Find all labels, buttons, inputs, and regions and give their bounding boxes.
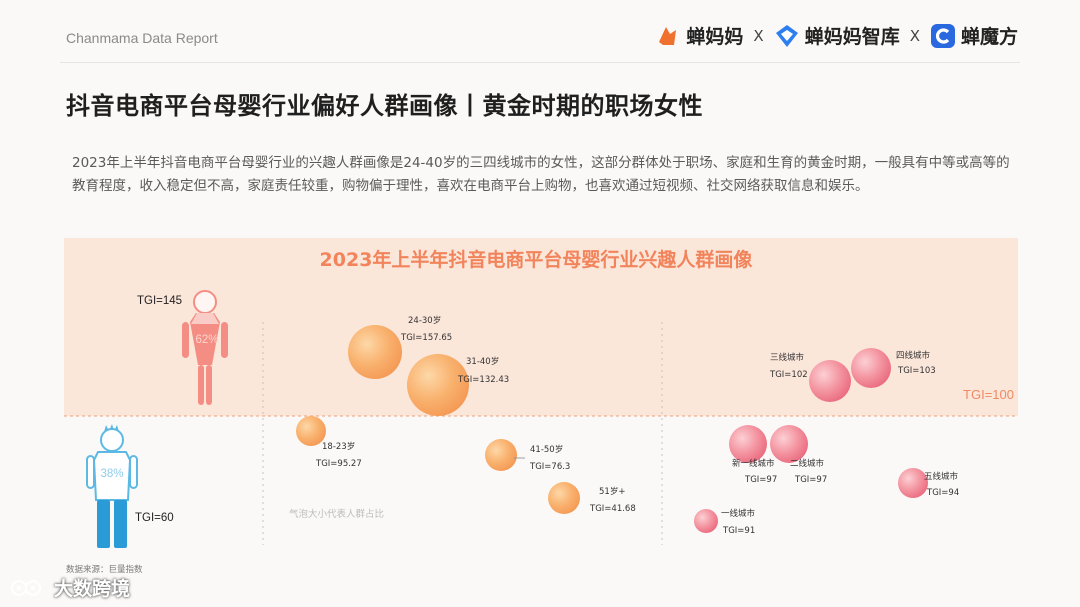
age-tgi-51-plus: TGI=41.68 [589, 504, 636, 514]
age-tgi-18-23: TGI=95.27 [315, 459, 362, 469]
logo-separator: X [909, 26, 920, 45]
chanmama-zhiku-logo-text: 蝉妈妈智库 [804, 26, 900, 48]
female-figure: TGI=145 62% [137, 290, 228, 405]
city-label-tier4: 四线城市 [896, 350, 931, 361]
male-icon [86, 424, 138, 548]
city-tgi-new-tier1: TGI=97 [744, 475, 777, 485]
age-bubble-18-23 [296, 416, 326, 446]
watermark-icon [11, 579, 41, 596]
data-source-note: 数据来源：巨量指数 [66, 565, 143, 575]
city-label-tier2: 二线城市 [790, 458, 825, 469]
partner-logos: 蝉妈妈 X 蝉妈妈智库 X 蝉魔方 [655, 22, 1018, 49]
report-label: Chanmama Data Report [66, 30, 218, 46]
age-bubbles: 24-30岁 TGI=157.65 31-40岁 TGI=132.43 18-2… [296, 315, 636, 514]
header-divider [60, 62, 1020, 63]
age-bubble-41-50 [485, 439, 517, 471]
male-tgi: TGI=60 [135, 512, 174, 524]
page-title: 抖音电商平台母婴行业偏好人群画像丨黄金时期的职场女性 [66, 92, 703, 120]
chanmama-zhiku-logo: 蝉妈妈智库 [774, 22, 900, 49]
age-tgi-31-40: TGI=132.43 [457, 375, 509, 385]
city-bubble-new-tier1 [729, 425, 767, 463]
city-label-new-tier1: 新一线城市 [732, 458, 775, 469]
intro-paragraph: 2023年上半年抖音电商平台母婴行业的兴趣人群画像是24-40岁的三四线城市的女… [72, 155, 1010, 194]
age-label-51-plus: 51岁+ [599, 486, 625, 497]
chart-title: 2023年上半年抖音电商平台母婴行业兴趣人群画像 [320, 248, 754, 271]
chanmama-logo: 蝉妈妈 [655, 22, 743, 49]
city-tgi-tier1: TGI=91 [722, 526, 755, 536]
city-tgi-tier3: TGI=102 [769, 370, 808, 380]
chanmama-zhiku-logo-icon [775, 24, 798, 47]
age-label-41-50: 41-50岁 [530, 444, 563, 455]
city-label-tier1: 一线城市 [721, 508, 756, 519]
city-bubble-tier5 [898, 468, 928, 498]
city-label-tier3: 三线城市 [770, 352, 805, 363]
female-share: 62% [195, 334, 218, 346]
age-bubble-24-30 [348, 325, 402, 379]
city-tgi-tier5: TGI=94 [926, 488, 959, 498]
city-bubble-tier3 [809, 360, 851, 402]
age-bubble-31-40 [407, 354, 469, 416]
city-label-tier5: 五线城市 [924, 471, 959, 482]
chanmama-logo-text: 蝉妈妈 [686, 26, 744, 48]
chanmofang-logo-text: 蝉魔方 [960, 26, 1018, 48]
chanmama-logo-icon [659, 26, 677, 45]
tgi-threshold-label: TGI=100 [963, 387, 1014, 402]
age-tgi-24-30: TGI=157.65 [400, 333, 452, 343]
age-label-18-23: 18-23岁 [322, 441, 355, 452]
city-tgi-tier2: TGI=97 [794, 475, 827, 485]
age-label-31-40: 31-40岁 [466, 356, 499, 367]
logo-separator: X [753, 26, 764, 45]
city-bubble-tier2 [770, 425, 808, 463]
city-bubbles: 三线城市 TGI=102 四线城市 TGI=103 新一线城市 TGI=97 二… [694, 348, 959, 536]
chanmofang-logo-icon [930, 23, 955, 48]
watermark-text: 大数跨境 [54, 578, 131, 600]
female-tgi: TGI=145 [137, 295, 182, 307]
bubble-size-note: 气泡大小代表人群占比 [289, 508, 384, 520]
age-label-24-30: 24-30岁 [408, 315, 441, 326]
female-icon [182, 290, 228, 405]
age-tgi-41-50: TGI=76.3 [529, 462, 570, 472]
male-share: 38% [100, 468, 123, 480]
city-tgi-tier4: TGI=103 [897, 366, 936, 376]
age-bubble-51-plus [548, 482, 580, 514]
chanmofang-logo: 蝉魔方 [930, 22, 1018, 49]
watermark: 大数跨境 [8, 574, 130, 601]
city-bubble-tier4 [851, 348, 891, 388]
city-bubble-tier1 [694, 509, 718, 533]
male-figure: 38% TGI=60 [86, 424, 174, 548]
